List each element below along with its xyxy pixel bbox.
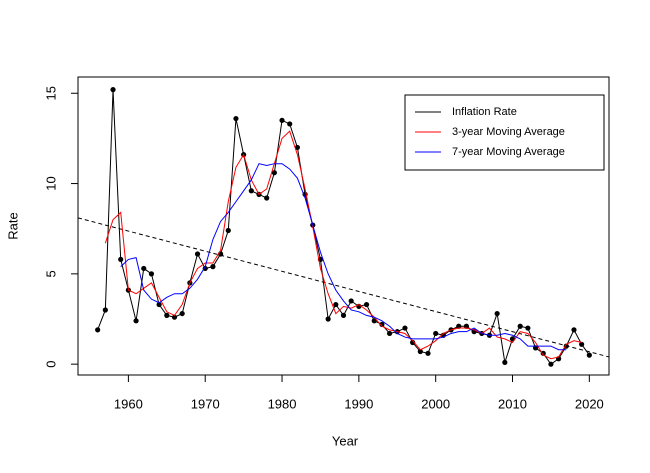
data-point — [517, 323, 523, 329]
data-point — [110, 87, 116, 93]
data-point — [348, 298, 354, 304]
data-point — [579, 341, 585, 347]
y-axis-label: Rate — [5, 212, 20, 239]
data-point — [548, 361, 554, 367]
data-point — [525, 325, 531, 331]
x-tick-label: 1970 — [191, 396, 220, 411]
series-line — [120, 163, 567, 351]
data-point — [532, 345, 539, 351]
data-point — [340, 312, 347, 318]
x-axis-label: Year — [332, 433, 359, 448]
data-point — [294, 144, 301, 151]
x-tick-label: 1990 — [344, 396, 373, 411]
data-point — [379, 321, 385, 328]
x-tick-label: 1980 — [268, 396, 297, 411]
series-line — [104, 130, 582, 360]
data-point — [210, 264, 216, 270]
data-point — [248, 188, 254, 194]
legend-label: 7-year Moving Average — [452, 146, 565, 158]
data-point — [586, 352, 592, 358]
data-point — [148, 271, 155, 277]
data-point — [371, 318, 377, 324]
data-point — [571, 327, 577, 333]
data-point — [433, 330, 439, 337]
data-point — [410, 339, 416, 346]
x-tick-label: 2000 — [421, 396, 450, 411]
data-point — [118, 256, 124, 263]
data-point — [141, 265, 147, 272]
y-tick-label: 0 — [43, 361, 58, 368]
data-point — [417, 348, 423, 355]
data-point — [171, 314, 178, 320]
data-point — [179, 310, 185, 317]
legend: Inflation Rate 3-year Moving Average 7-yea… — [404, 94, 605, 171]
x-tick-label: 2010 — [498, 396, 527, 411]
data-point — [271, 170, 277, 176]
data-point — [233, 115, 239, 122]
x-tick-label: 1960 — [114, 396, 143, 411]
y-tick-label: 5 — [43, 270, 58, 277]
data-point — [502, 359, 508, 365]
data-point — [264, 195, 270, 201]
data-point — [95, 327, 101, 333]
y-tick-label: 10 — [43, 176, 58, 190]
legend-label: Inflation Rate — [452, 106, 517, 118]
data-point — [425, 350, 431, 356]
data-point — [386, 330, 393, 337]
data-point — [194, 251, 201, 257]
data-point — [325, 316, 331, 322]
data-point — [363, 301, 370, 308]
data-point — [133, 318, 139, 324]
data-point — [164, 312, 170, 318]
data-point — [402, 325, 408, 331]
x-tick-label: 2020 — [575, 396, 604, 411]
y-tick-label: 15 — [43, 86, 58, 100]
data-point — [156, 301, 162, 308]
data-point — [494, 310, 500, 317]
data-point — [333, 301, 339, 308]
data-point — [287, 121, 293, 127]
legend-label: 3-year Moving Average — [452, 126, 565, 138]
data-point — [225, 227, 231, 234]
data-point — [456, 323, 462, 329]
data-point — [279, 117, 285, 123]
data-point — [463, 323, 470, 329]
trend-line — [77, 217, 610, 358]
data-point — [102, 307, 108, 313]
